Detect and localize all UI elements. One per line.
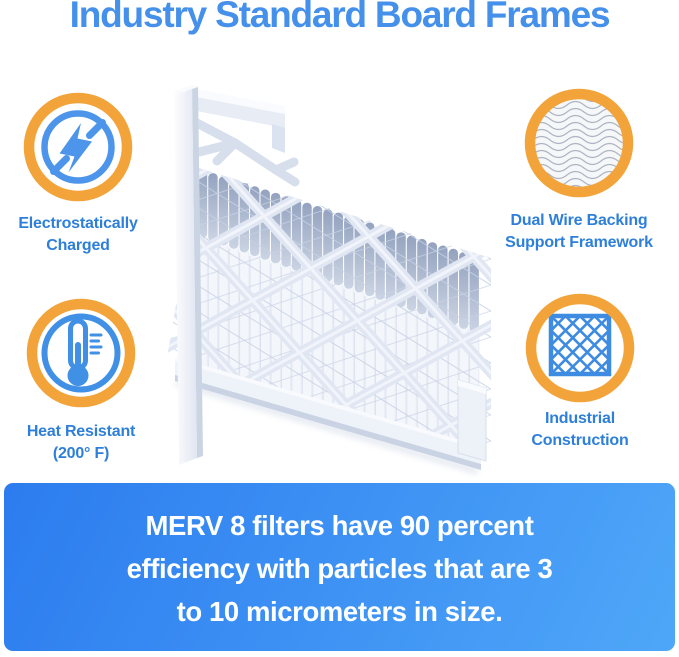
feature-label: Dual Wire Backing Support Framework <box>505 212 653 251</box>
thermometer-icon <box>26 298 136 408</box>
feature-label: Heat Resistant (200° F) <box>26 423 136 462</box>
wire-mesh-icon <box>524 88 634 198</box>
lightning-bolt-icon <box>23 92 133 202</box>
air-filter-image <box>167 85 491 475</box>
page-title: Industry Standard Board Frames <box>69 0 611 35</box>
banner-line: to 10 micrometers in size. <box>176 596 503 627</box>
diamond-grid-icon <box>525 293 635 403</box>
feature-label: Industrial Construction <box>531 410 629 449</box>
banner-line: MERV 8 filters have 90 percent <box>145 510 534 541</box>
banner-line: efficiency with particles that are 3 <box>126 553 553 584</box>
merv-rating-banner: MERV 8 filters have 90 percent efficienc… <box>4 483 675 651</box>
feature-label: Electrostatically Charged <box>18 215 138 254</box>
frame-lattice-stubs <box>190 117 300 187</box>
